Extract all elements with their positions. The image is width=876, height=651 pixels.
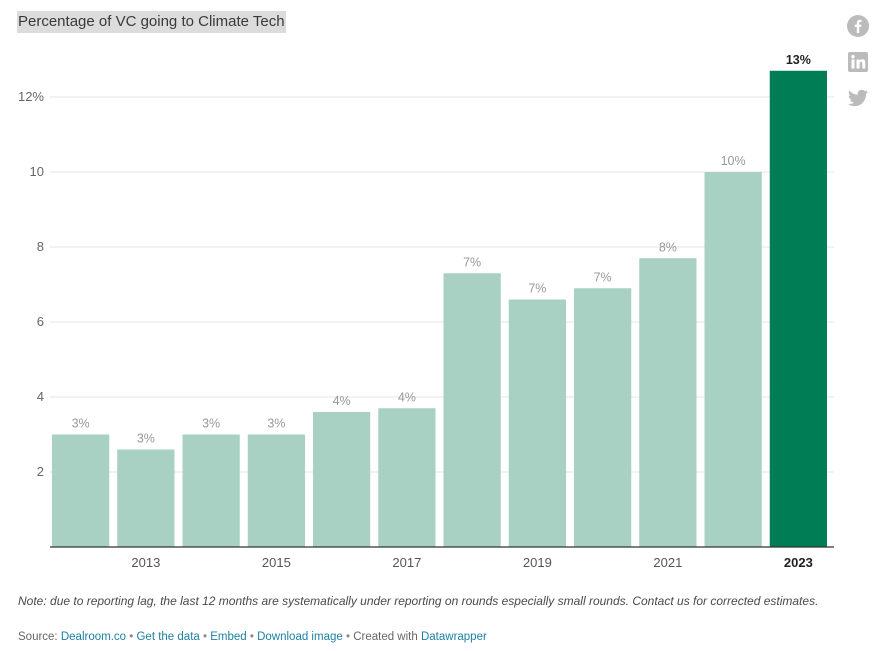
social-share-bar bbox=[846, 14, 872, 122]
linkedin-icon[interactable] bbox=[846, 50, 870, 74]
bar bbox=[443, 273, 501, 547]
separator: • bbox=[249, 631, 254, 643]
bar bbox=[378, 408, 436, 547]
bar bbox=[704, 172, 762, 547]
y-tick-label: 4 bbox=[37, 389, 44, 404]
y-tick-label: 2 bbox=[37, 464, 44, 479]
bar-chart: 2 4 6 8 10 12% 3% 3% 2013 3% 3% 2015 4% 4% 2017 7% 7% 201… bbox=[18, 53, 834, 570]
get-data-link[interactable]: Get the data bbox=[136, 631, 200, 643]
separator: • bbox=[345, 631, 350, 643]
x-tick-label: 2013 bbox=[131, 555, 160, 570]
data-label: 7% bbox=[463, 255, 481, 269]
datawrapper-link[interactable]: Datawrapper bbox=[420, 631, 487, 643]
bar bbox=[639, 258, 697, 547]
source-link[interactable]: Dealroom.co bbox=[60, 631, 127, 643]
download-image-link[interactable]: Download image bbox=[257, 631, 343, 643]
created-with-label: Created with bbox=[353, 631, 418, 643]
facebook-icon[interactable] bbox=[846, 14, 870, 38]
data-label: 3% bbox=[137, 432, 155, 446]
separator: • bbox=[202, 631, 208, 643]
source-line: Source: Dealroom.co • Get the data • Emb… bbox=[18, 631, 487, 643]
data-label: 7% bbox=[528, 282, 546, 296]
bar bbox=[247, 434, 305, 547]
separator: • bbox=[129, 631, 134, 643]
bar bbox=[574, 288, 632, 547]
data-label: 7% bbox=[594, 270, 612, 284]
data-label: 13% bbox=[786, 53, 811, 67]
chart-note: Note: due to reporting lag, the last 12 … bbox=[18, 594, 819, 608]
bar bbox=[508, 299, 566, 547]
data-label: 8% bbox=[659, 240, 677, 254]
bar bbox=[182, 434, 240, 547]
bar bbox=[769, 70, 827, 547]
twitter-icon[interactable] bbox=[846, 86, 870, 110]
bar bbox=[313, 412, 371, 547]
data-label: 3% bbox=[267, 417, 285, 431]
source-prefix: Source: bbox=[18, 631, 58, 643]
x-tick-label: 2021 bbox=[653, 555, 682, 570]
data-label: 4% bbox=[398, 390, 416, 404]
x-tick-label: 2019 bbox=[523, 555, 552, 570]
x-tick-label: 2023 bbox=[784, 555, 813, 570]
chart-title: Percentage of VC going to Climate Tech bbox=[17, 11, 286, 33]
x-tick-label: 2015 bbox=[262, 555, 291, 570]
y-tick-label: 6 bbox=[37, 314, 44, 329]
embed-link[interactable]: Embed bbox=[210, 631, 247, 643]
data-label: 10% bbox=[721, 154, 746, 168]
y-tick-label: 12% bbox=[18, 89, 44, 104]
y-tick-label: 10 bbox=[30, 164, 44, 179]
bar bbox=[52, 434, 110, 547]
y-tick-label: 8 bbox=[37, 239, 44, 254]
data-label: 3% bbox=[202, 417, 220, 431]
data-label: 4% bbox=[333, 394, 351, 408]
data-label: 3% bbox=[72, 417, 90, 431]
bar bbox=[117, 449, 175, 547]
x-tick-label: 2017 bbox=[392, 555, 421, 570]
